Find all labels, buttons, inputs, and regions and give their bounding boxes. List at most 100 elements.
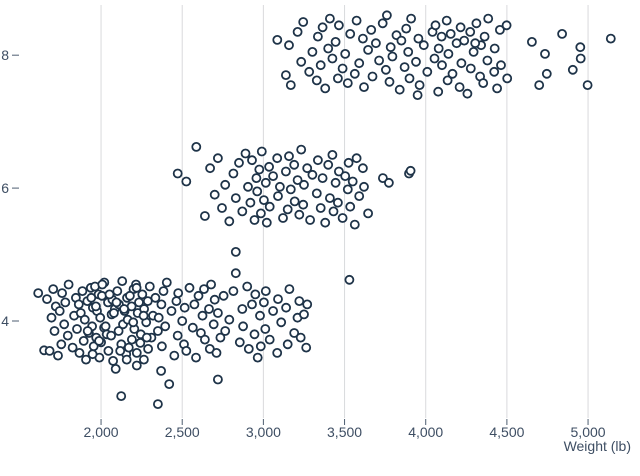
- data-point: [437, 60, 447, 71]
- y-tick-label: 8: [1, 47, 9, 63]
- data-point: [305, 215, 316, 225]
- data-point: [242, 281, 253, 292]
- data-point: [131, 282, 142, 293]
- data-point: [401, 23, 412, 34]
- data-point: [245, 197, 256, 208]
- data-point: [208, 319, 219, 330]
- data-point: [384, 76, 395, 87]
- data-point: [483, 13, 494, 24]
- data-point: [272, 153, 283, 164]
- data-point: [330, 37, 341, 47]
- data-point: [471, 18, 482, 29]
- data-point: [44, 345, 55, 356]
- data-point: [220, 179, 231, 190]
- x-tick-label: 5,000: [571, 424, 606, 440]
- data-point: [255, 208, 266, 219]
- data-point: [103, 345, 114, 356]
- data-point: [153, 312, 164, 323]
- data-point: [42, 294, 52, 305]
- x-tick-label: 3,500: [327, 424, 362, 440]
- data-point: [387, 51, 398, 62]
- data-point: [230, 268, 241, 279]
- data-point: [161, 277, 172, 288]
- data-point: [478, 78, 489, 88]
- data-point: [164, 379, 175, 390]
- data-point: [377, 18, 388, 29]
- data-point: [94, 335, 104, 346]
- data-point: [169, 350, 180, 361]
- data-point: [496, 60, 506, 71]
- data-point: [302, 163, 313, 174]
- data-point: [247, 299, 257, 310]
- data-point: [191, 352, 201, 363]
- data-point: [260, 177, 271, 188]
- data-point: [289, 328, 300, 338]
- data-point: [289, 159, 300, 170]
- data-point: [354, 58, 365, 69]
- data-point: [72, 324, 82, 334]
- data-point: [255, 310, 265, 321]
- data-point: [465, 63, 476, 74]
- data-point: [126, 334, 137, 345]
- data-point: [343, 157, 354, 168]
- data-point: [264, 201, 275, 212]
- data-point: [342, 78, 353, 88]
- data-point: [317, 22, 328, 33]
- data-point: [479, 31, 490, 42]
- data-point: [141, 332, 152, 343]
- data-point: [374, 55, 385, 66]
- data-point: [209, 189, 220, 200]
- data-point: [345, 201, 356, 212]
- data-point: [284, 151, 294, 162]
- data-point: [238, 321, 249, 332]
- data-point: [302, 299, 313, 310]
- data-point: [215, 332, 226, 343]
- data-point: [220, 326, 231, 336]
- data-point: [211, 347, 222, 358]
- data-point: [128, 317, 139, 328]
- data-point: [292, 175, 303, 186]
- data-point: [405, 165, 416, 176]
- data-point: [289, 196, 300, 207]
- data-point: [324, 13, 335, 24]
- data-point: [351, 153, 362, 164]
- data-point: [205, 163, 216, 174]
- data-point: [280, 166, 291, 177]
- data-point: [117, 276, 128, 287]
- data-point: [256, 146, 267, 157]
- data-point: [418, 40, 429, 51]
- data-point: [137, 289, 148, 300]
- data-point: [100, 321, 111, 332]
- data-point: [124, 290, 135, 301]
- data-point: [228, 286, 239, 297]
- data-point: [106, 330, 116, 341]
- data-point: [212, 153, 223, 164]
- data-point: [370, 38, 381, 49]
- data-point: [217, 203, 227, 213]
- data-point: [312, 155, 323, 166]
- data-point: [299, 179, 309, 190]
- data-point: [307, 169, 318, 180]
- x-tick-label: 2,000: [84, 424, 119, 440]
- data-point: [327, 53, 338, 64]
- data-point: [315, 203, 326, 213]
- data-point: [54, 306, 65, 316]
- data-point: [567, 64, 578, 75]
- data-point: [111, 297, 122, 308]
- data-point: [575, 42, 586, 53]
- data-point: [284, 284, 295, 295]
- data-point: [430, 20, 441, 31]
- data-point: [311, 75, 322, 86]
- data-point: [79, 314, 90, 325]
- data-point: [224, 216, 235, 227]
- data-point: [347, 176, 358, 187]
- data-point: [357, 163, 368, 174]
- data-point: [252, 186, 263, 197]
- data-point: [349, 219, 360, 230]
- data-point: [403, 47, 414, 57]
- data-point: [121, 354, 132, 365]
- data-point: [575, 53, 586, 64]
- data-point: [204, 304, 214, 314]
- data-point: [258, 195, 269, 206]
- data-point: [385, 42, 396, 53]
